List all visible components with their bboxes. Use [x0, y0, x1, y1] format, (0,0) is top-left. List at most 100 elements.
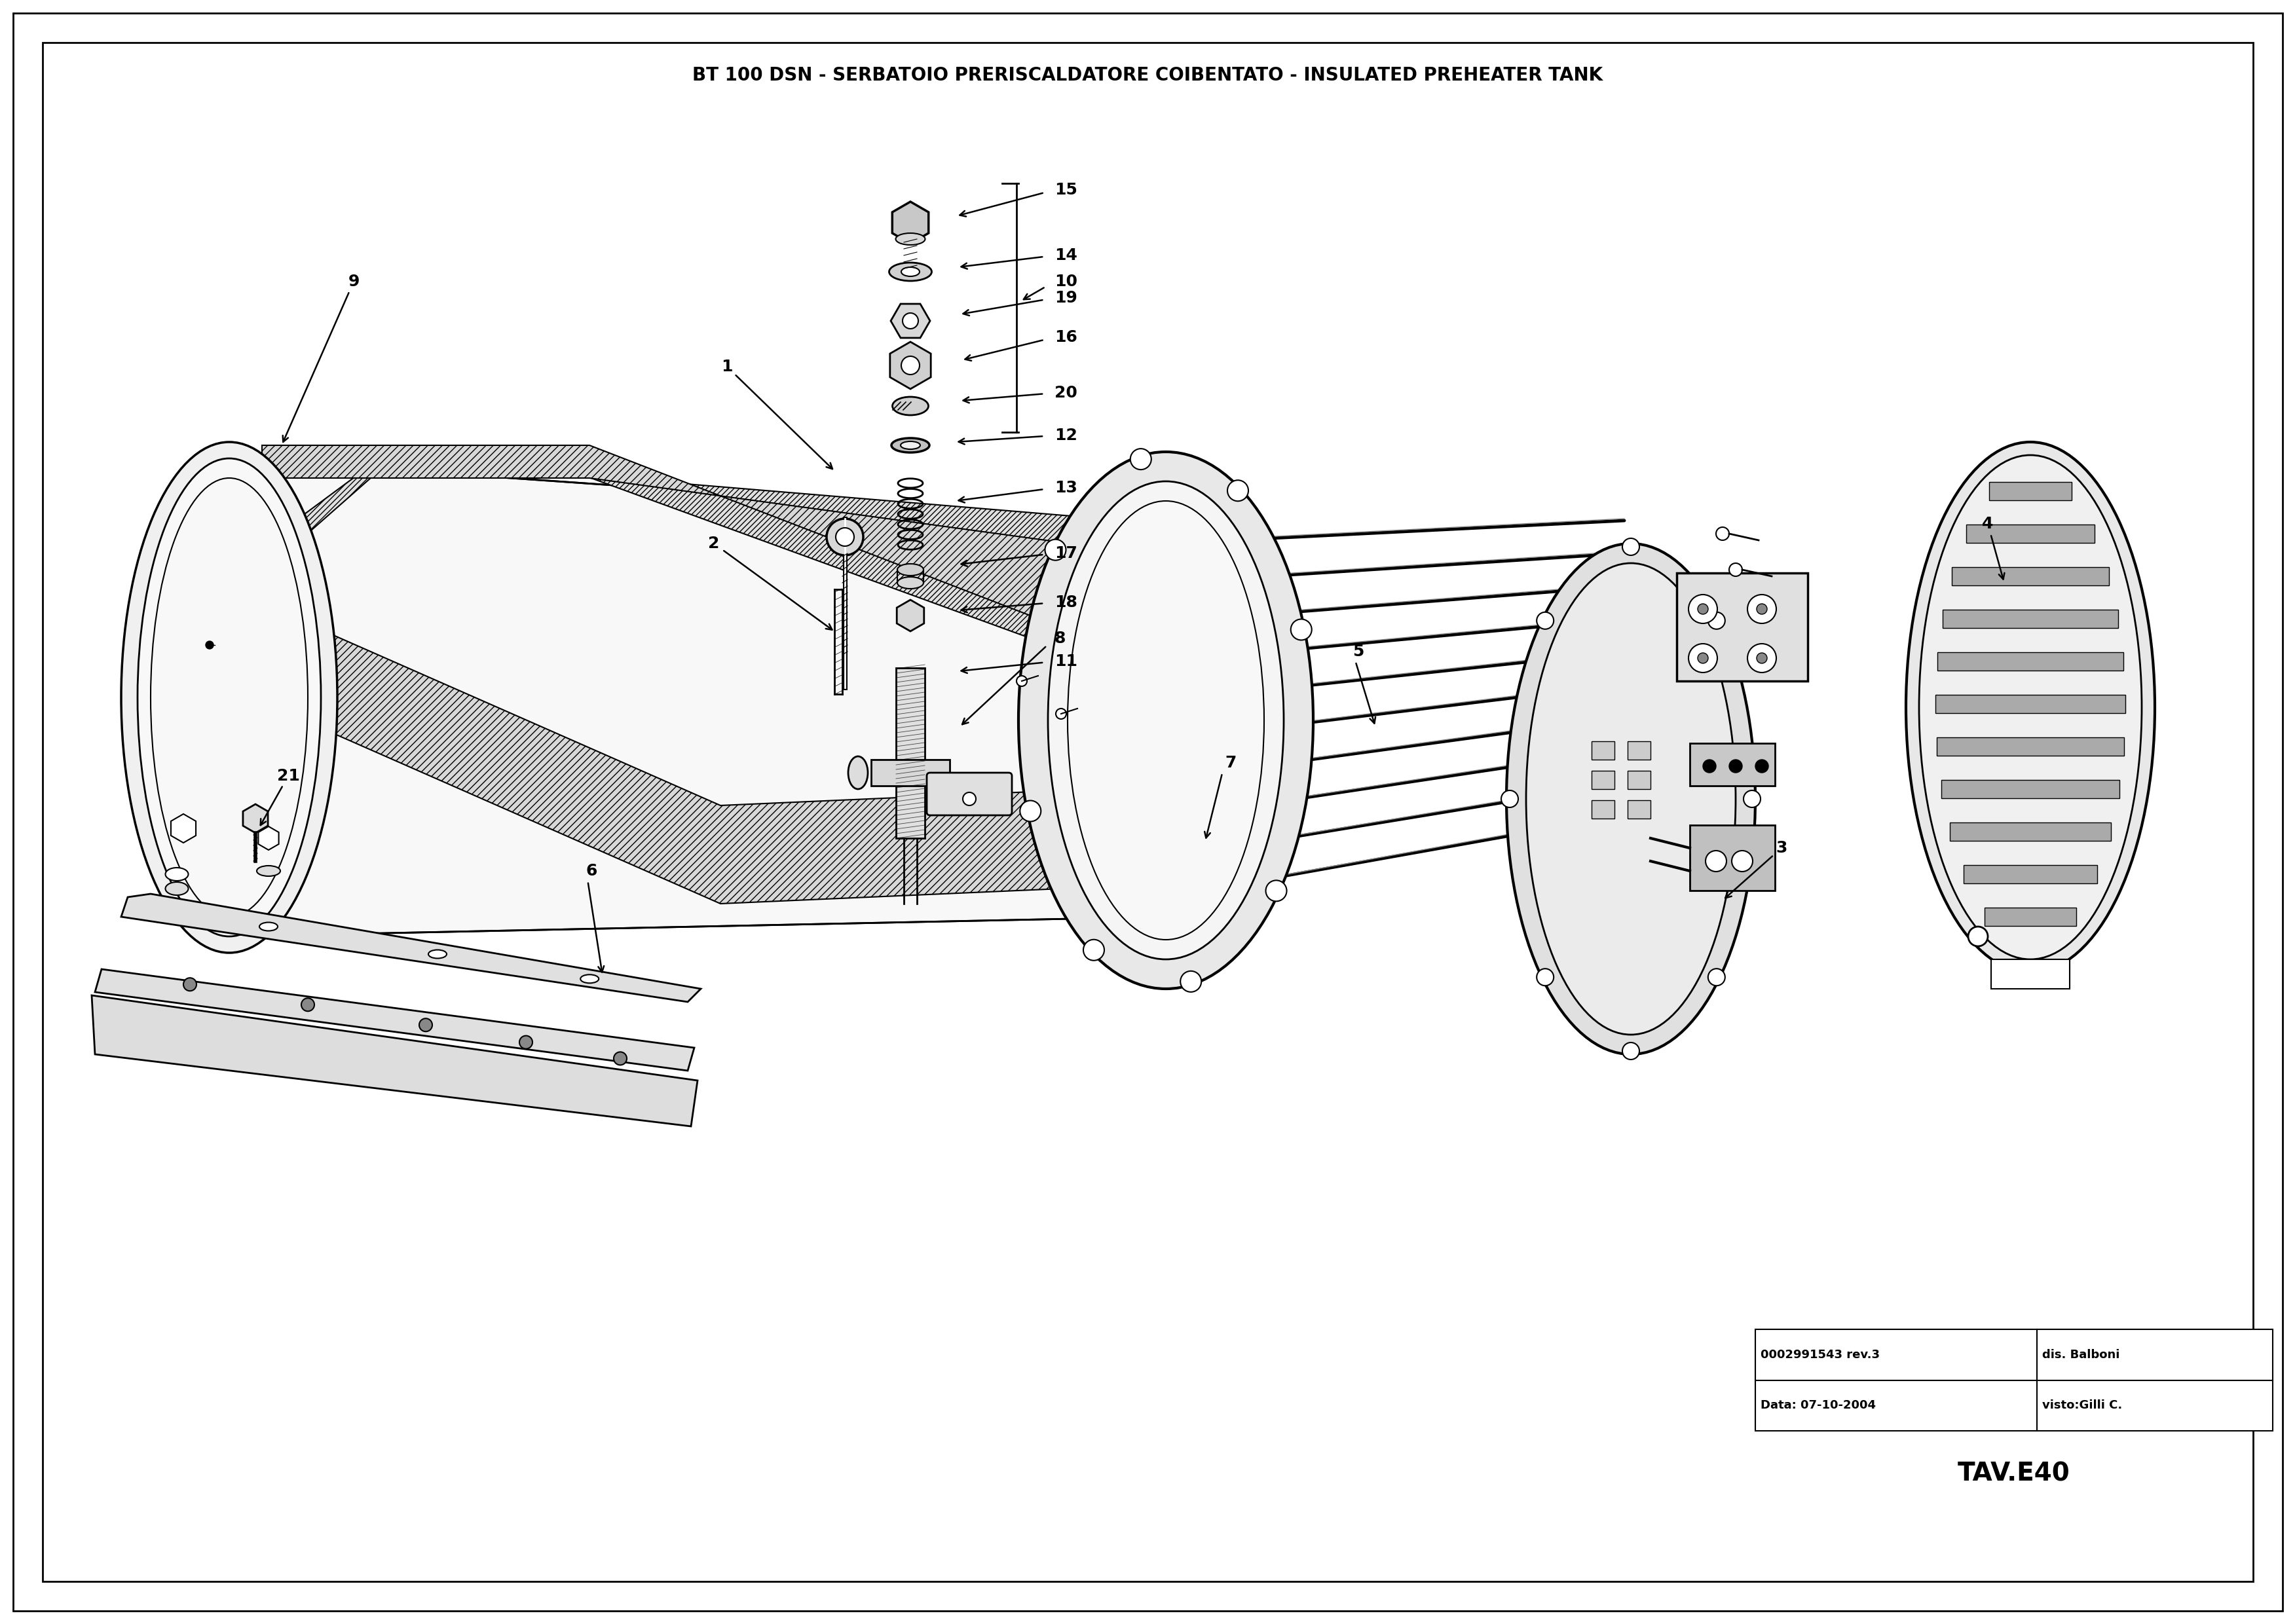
- FancyBboxPatch shape: [927, 773, 1012, 815]
- Circle shape: [1689, 594, 1717, 624]
- Bar: [1590, 801, 1613, 818]
- Circle shape: [1623, 538, 1639, 555]
- Circle shape: [1083, 940, 1104, 960]
- Circle shape: [1707, 968, 1724, 986]
- Ellipse shape: [581, 974, 599, 983]
- Bar: [1965, 525, 2095, 542]
- Text: 19: 19: [1053, 291, 1076, 305]
- Circle shape: [207, 641, 213, 650]
- Circle shape: [902, 356, 920, 375]
- Text: 1: 1: [721, 359, 732, 375]
- Bar: [1937, 653, 2123, 671]
- Circle shape: [1290, 619, 1310, 640]
- Bar: [1990, 482, 2070, 500]
- Polygon shape: [262, 445, 1166, 667]
- Circle shape: [1756, 604, 1767, 614]
- Ellipse shape: [893, 396, 927, 416]
- Circle shape: [1228, 481, 1248, 502]
- Circle shape: [1698, 604, 1707, 614]
- Circle shape: [902, 313, 918, 328]
- Ellipse shape: [1506, 544, 1756, 1054]
- Bar: [1675, 573, 1806, 680]
- Ellipse shape: [138, 458, 321, 937]
- Circle shape: [962, 793, 975, 806]
- Text: 4: 4: [1981, 516, 1992, 531]
- Ellipse shape: [259, 922, 278, 931]
- Circle shape: [1019, 801, 1040, 822]
- Bar: [1985, 908, 2075, 926]
- Text: 2: 2: [709, 536, 718, 552]
- Text: 7: 7: [1226, 755, 1235, 771]
- Ellipse shape: [900, 442, 920, 450]
- Ellipse shape: [122, 442, 337, 953]
- Polygon shape: [379, 458, 1166, 687]
- Bar: [1951, 567, 2109, 585]
- Circle shape: [301, 999, 314, 1012]
- Text: 13: 13: [1053, 481, 1076, 495]
- Ellipse shape: [429, 950, 448, 958]
- Circle shape: [1746, 594, 1776, 624]
- Circle shape: [1746, 643, 1776, 672]
- Ellipse shape: [257, 866, 280, 877]
- Circle shape: [184, 978, 197, 991]
- Circle shape: [1129, 448, 1152, 469]
- Ellipse shape: [897, 564, 923, 575]
- Text: 0002991543 rev.3: 0002991543 rev.3: [1760, 1350, 1880, 1361]
- Bar: [1948, 822, 2111, 841]
- Bar: [895, 667, 925, 838]
- Ellipse shape: [1047, 481, 1283, 960]
- Ellipse shape: [1526, 564, 1735, 1034]
- Text: 21: 21: [278, 768, 301, 784]
- Text: dis. Balboni: dis. Balboni: [2043, 1350, 2118, 1361]
- Circle shape: [826, 518, 863, 555]
- Circle shape: [1056, 708, 1065, 719]
- Circle shape: [519, 1036, 532, 1049]
- Text: 12: 12: [1053, 427, 1076, 443]
- Circle shape: [1535, 968, 1554, 986]
- Bar: [1937, 737, 2123, 755]
- Text: 18: 18: [1053, 594, 1076, 611]
- Bar: [1627, 741, 1650, 760]
- Ellipse shape: [897, 577, 923, 588]
- Circle shape: [1180, 971, 1200, 992]
- Text: 15: 15: [1053, 182, 1076, 198]
- Bar: [1942, 609, 2118, 628]
- Circle shape: [1501, 791, 1517, 807]
- Circle shape: [420, 1018, 431, 1031]
- Circle shape: [1535, 612, 1554, 628]
- Circle shape: [835, 528, 854, 546]
- Circle shape: [1017, 676, 1026, 687]
- Circle shape: [1717, 528, 1728, 541]
- Ellipse shape: [1019, 451, 1313, 989]
- Ellipse shape: [151, 477, 308, 918]
- Bar: [1756, 1330, 2272, 1431]
- Circle shape: [1742, 791, 1760, 807]
- Polygon shape: [94, 970, 693, 1070]
- Ellipse shape: [902, 268, 920, 276]
- Bar: [1689, 825, 1774, 890]
- Circle shape: [1728, 564, 1742, 577]
- Bar: [1689, 744, 1774, 786]
- Text: 9: 9: [349, 274, 360, 289]
- Circle shape: [1728, 760, 1742, 773]
- Bar: [1590, 741, 1613, 760]
- Text: Data: 07-10-2004: Data: 07-10-2004: [1760, 1400, 1875, 1411]
- Circle shape: [1705, 851, 1726, 872]
- Text: 11: 11: [1053, 653, 1076, 669]
- Circle shape: [1044, 539, 1065, 560]
- Polygon shape: [230, 590, 1166, 903]
- Text: 17: 17: [1053, 546, 1076, 562]
- Polygon shape: [230, 458, 1166, 937]
- Ellipse shape: [165, 882, 188, 895]
- Circle shape: [1707, 612, 1724, 628]
- Bar: [1935, 695, 2125, 713]
- Ellipse shape: [165, 867, 188, 880]
- Bar: [1627, 801, 1650, 818]
- Circle shape: [613, 1052, 627, 1065]
- Polygon shape: [122, 893, 700, 1002]
- Ellipse shape: [1067, 500, 1265, 940]
- Text: 10: 10: [1053, 274, 1076, 289]
- Bar: [1627, 771, 1650, 789]
- Polygon shape: [230, 458, 392, 603]
- Circle shape: [1623, 1043, 1639, 1059]
